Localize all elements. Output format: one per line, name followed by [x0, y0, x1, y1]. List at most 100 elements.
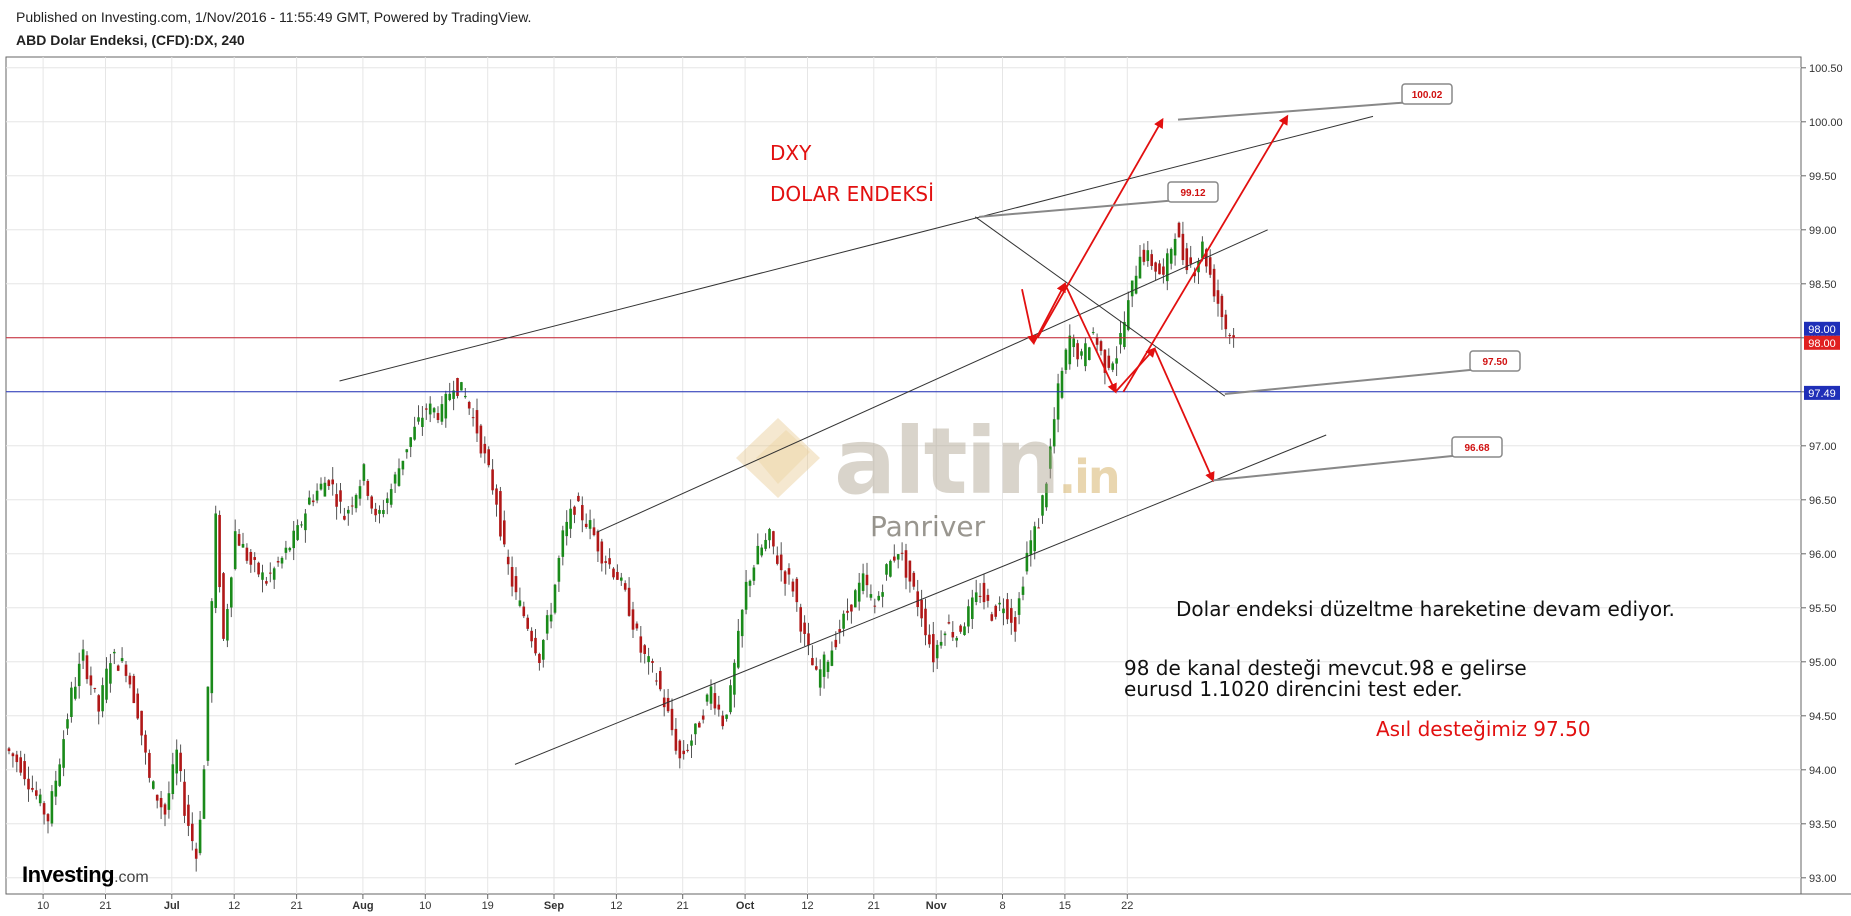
callout-pointer [1224, 368, 1481, 395]
candle-body [132, 675, 136, 704]
callout-label: 99.12 [1180, 188, 1205, 199]
candle-body [378, 509, 381, 514]
candle-body [772, 531, 775, 547]
candle-body [904, 550, 908, 578]
candle-body [530, 630, 533, 642]
price-axis: 100.50100.0099.5099.0098.5098.0097.5097.… [1801, 63, 1843, 885]
candle-body [315, 490, 319, 501]
candle-body [1177, 222, 1181, 238]
candle-body [877, 595, 880, 601]
candle-body [163, 804, 167, 815]
candle-body [889, 560, 892, 577]
y-tick-label: 95.50 [1809, 603, 1837, 615]
candle-body [620, 577, 623, 581]
candle-body [1232, 335, 1235, 338]
projection-arrow [1032, 282, 1066, 344]
candle-body [725, 714, 728, 719]
candle-body [1037, 527, 1040, 529]
candle-body [475, 410, 479, 434]
candle-body [690, 740, 693, 746]
candle-body [120, 658, 124, 662]
candle-body [62, 739, 65, 768]
price-badge-label: 97.49 [1808, 388, 1836, 400]
candle-body [865, 574, 869, 586]
candle-body [1166, 253, 1169, 282]
candle-body [643, 645, 646, 655]
candle-body [534, 637, 537, 654]
price-badge [1804, 321, 1840, 336]
candle-body [994, 605, 997, 617]
y-tick-label: 96.50 [1809, 495, 1837, 507]
candle-body [717, 704, 721, 710]
candle-body [397, 468, 401, 486]
candle-body [744, 581, 748, 610]
candle-body [1228, 335, 1231, 337]
candle-body [187, 804, 190, 826]
candle-body [1115, 358, 1118, 364]
price-badge-label: 98.00 [1808, 324, 1836, 336]
candle-body [241, 543, 245, 548]
candle-body [1130, 280, 1134, 297]
y-tick-label: 94.00 [1809, 765, 1837, 777]
candle-body [323, 482, 327, 497]
candle-body [140, 710, 143, 736]
candle-body [66, 719, 69, 729]
plot-frame [5, 56, 1802, 895]
candle-body [331, 479, 334, 485]
horizontal-levels [6, 337, 1801, 393]
candle-body [850, 604, 853, 612]
trendlines[interactable] [339, 115, 1374, 765]
candle-body [1150, 254, 1153, 266]
candle-body [811, 658, 814, 666]
candle-body [77, 663, 81, 687]
candle-body [522, 606, 526, 617]
candle-body [959, 625, 962, 632]
candle-body [304, 513, 307, 531]
candle-body [1146, 250, 1150, 262]
callout-box [1401, 83, 1453, 105]
candle-body [967, 606, 970, 627]
candle-body [136, 693, 139, 719]
candle-body [409, 437, 412, 447]
candle-body [436, 413, 440, 421]
y-tick-label: 95.00 [1809, 657, 1837, 669]
candle-body [175, 749, 178, 774]
candle-body [370, 496, 373, 509]
candle-body [284, 547, 288, 553]
candle-body [748, 580, 752, 586]
candle-body [659, 670, 662, 690]
candle-body [1185, 248, 1189, 271]
candle-body [218, 514, 221, 588]
candle-body [701, 715, 705, 720]
candle-body [1216, 290, 1220, 304]
candle-body [467, 401, 471, 409]
price-callouts: 99.12 100.02 97.50 96.68 [979, 83, 1521, 482]
candle-body [46, 814, 50, 822]
callout-box [1469, 350, 1521, 372]
candle-body [756, 545, 760, 565]
candle-body [549, 614, 553, 622]
candle-body [526, 617, 529, 629]
candle-body [834, 639, 838, 648]
candle-body [1084, 343, 1087, 367]
candle-body [596, 531, 600, 552]
candle-body [986, 594, 990, 601]
candle-body [296, 525, 299, 540]
candle-body [1099, 341, 1103, 351]
candle-body [912, 572, 916, 587]
candle-body [776, 555, 779, 564]
projection-arrow [1036, 117, 1164, 339]
candle-body [542, 639, 545, 660]
candle-body [191, 823, 194, 842]
candle-body [152, 781, 155, 789]
candle-body [510, 567, 514, 587]
candle-body [358, 486, 362, 499]
candle-body [101, 685, 104, 712]
candle-body [335, 494, 338, 507]
annotation-text-1: Dolar endeksi düzeltme hareketine devam … [1176, 597, 1675, 621]
callout-label: 96.68 [1464, 443, 1489, 454]
x-tick-label: 8 [999, 900, 1005, 912]
candle-body [733, 662, 736, 695]
candle-body [19, 757, 22, 773]
